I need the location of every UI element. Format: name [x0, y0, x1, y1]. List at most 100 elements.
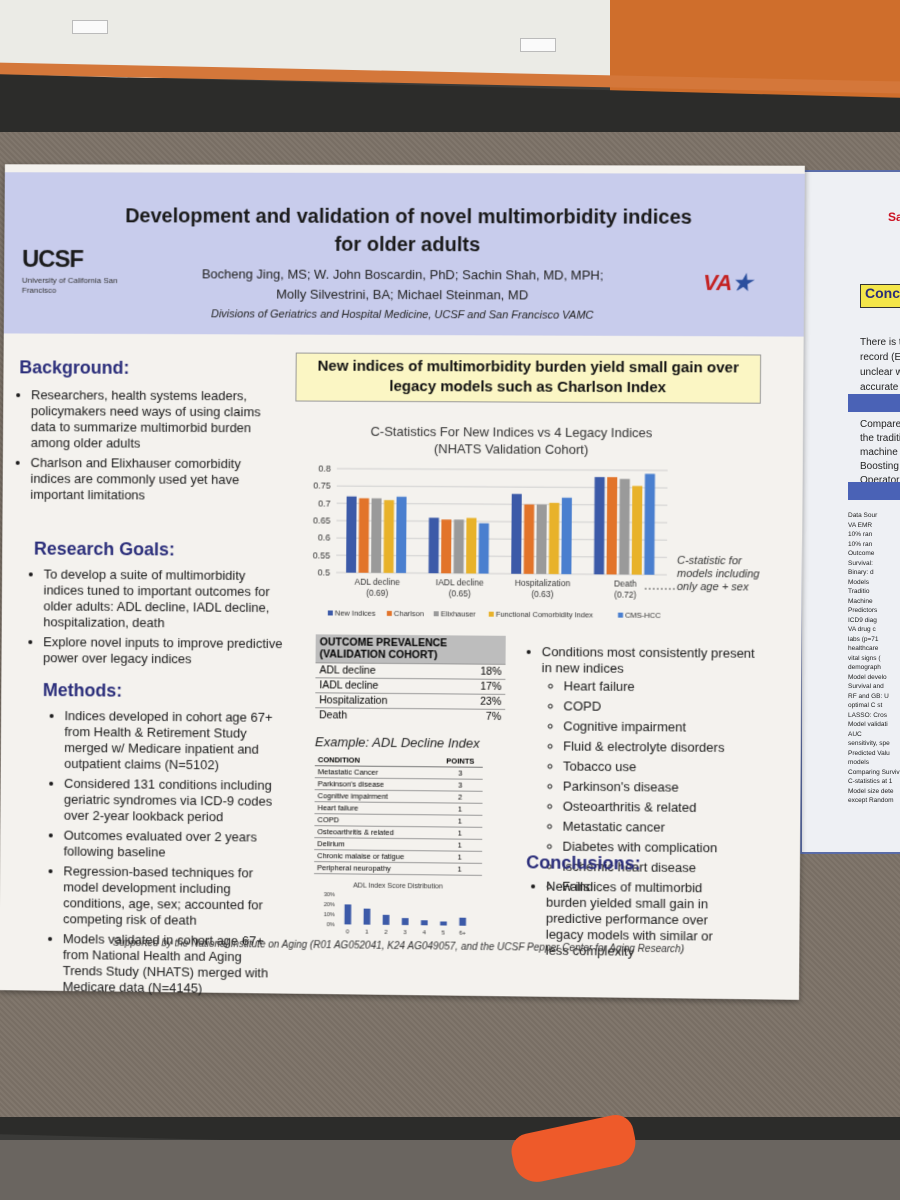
adl-index-table: CONDITION POINTS Metastatic Cancer 3 Parki… — [314, 754, 483, 876]
right-poster-small-line: Predicted Valu — [848, 749, 890, 757]
legend-swatch — [328, 611, 334, 617]
bar-elixhauser — [371, 498, 382, 574]
ceiling-light — [72, 20, 108, 34]
bar-charlson — [440, 519, 452, 573]
right-poster-small-line: 10% ran — [848, 540, 873, 548]
prevalence-label: ADL decline — [315, 662, 454, 679]
background-list: Researchers, health systems leaders, pol… — [8, 387, 275, 508]
right-poster-small-line: Data Sour — [848, 512, 878, 519]
methods-list: Indices developed in cohort age 67+ from… — [41, 708, 282, 1002]
legend-label: CMS-HCC — [625, 611, 661, 620]
y-tick-label: 0.7 — [318, 498, 331, 508]
y-tick-label: 0.5 — [318, 567, 331, 577]
condition-item: COPD — [563, 698, 764, 716]
bar-functional-comorbidity-index — [548, 502, 560, 575]
bar-new-indices — [510, 493, 521, 573]
va-logo-text: VA — [703, 269, 733, 296]
gridline — [337, 469, 668, 471]
bar-new-indices — [346, 496, 357, 574]
poster: UCSF University of California San Franci… — [0, 164, 805, 1000]
legend-swatch — [488, 610, 494, 616]
poster-title: Development and validation of novel mult… — [125, 205, 692, 257]
chart-title-main: C-Statistics For New Indices vs 4 Legacy… — [370, 423, 653, 441]
prevalence-row: Death 7% — [315, 707, 506, 724]
authors-line-1: Bocheng Jing, MS; W. John Boscardin, PhD… — [201, 266, 604, 283]
condition-item: Metastatic cancer — [563, 819, 764, 837]
prevalence-value: 7% — [452, 708, 506, 724]
hist-y-tick: 20% — [324, 902, 335, 908]
right-poster-small-line: Machine — [848, 597, 873, 605]
chart-note: C-statistic for models including only ag… — [676, 554, 760, 594]
right-poster-small-line: RF and GB: U — [848, 692, 889, 700]
hist-x-tick: 0 — [346, 929, 350, 935]
hist-bar — [420, 920, 428, 926]
bar-charlson — [358, 498, 370, 574]
x-tick-note: (0.69) — [366, 588, 388, 598]
right-poster-logo: San — [888, 210, 900, 224]
y-tick-label: 0.6 — [318, 533, 331, 543]
prevalence-header: OUTCOME PREVALENCE (VALIDATION COHORT) — [315, 634, 506, 665]
right-poster-small-line: Models — [848, 578, 869, 586]
hist-x-tick: 6+ — [459, 931, 466, 937]
ucsf-logo: UCSF — [21, 245, 83, 273]
right-poster-small-line: Outcome — [848, 550, 875, 557]
right-poster-small-line: LASSO: Cros — [848, 711, 888, 719]
right-poster-small-line: Model size dete — [848, 787, 894, 795]
hist-bar — [363, 909, 371, 926]
ceiling-light — [520, 38, 556, 52]
bar-new-indices — [428, 517, 439, 573]
y-tick-label: 0.75 — [313, 481, 331, 491]
poster-header: UCSF University of California San Franci… — [3, 172, 805, 337]
right-poster-small-line: sensitivity, spe — [848, 740, 890, 747]
right-poster-bar — [848, 394, 900, 412]
hist-x-tick: 4 — [422, 930, 426, 936]
points-cell: 3 — [437, 778, 483, 792]
right-poster-line: machine le — [860, 447, 900, 458]
bar-charlson — [522, 503, 534, 573]
hist-x-tick: 2 — [384, 930, 388, 936]
prevalence-header-2: (VALIDATION COHORT) — [319, 648, 438, 662]
hist-x-tick: 1 — [365, 930, 369, 936]
condition-item: Osteoarthritis & related — [563, 799, 764, 817]
va-logo: VA★ — [703, 270, 752, 296]
outcome-prevalence-table: OUTCOME PREVALENCE (VALIDATION COHORT) A… — [315, 634, 506, 724]
y-tick-label: 0.65 — [313, 515, 331, 525]
points-cell: 3 — [437, 766, 483, 780]
method-item: Regression-based techniques for model de… — [63, 863, 280, 929]
prevalence-row: Hospitalization 23% — [315, 692, 506, 710]
x-tick-note: (0.72) — [614, 589, 637, 599]
points-cell: 1 — [437, 838, 483, 852]
condition-item: Tobacco use — [563, 759, 764, 777]
condition-item: Cognitive impairment — [563, 718, 764, 736]
right-poster-small-line: VA EMR — [848, 521, 873, 529]
right-poster-small-line: labs (p=71 — [848, 635, 879, 643]
goals-list: To develop a suite of multimorbidity ind… — [21, 566, 284, 672]
right-poster-small-line: Comparing Surviv — [848, 768, 900, 776]
prevalence-value: 23% — [452, 693, 506, 710]
points-cell: 1 — [437, 802, 483, 816]
right-poster-small-line: Predictors — [848, 607, 878, 614]
va-logo-mark: ★ — [732, 270, 753, 296]
authors-line-2: Molly Silvestrini, BA; Michael Steinman,… — [276, 286, 529, 303]
right-poster-small-line: Survival: — [848, 559, 873, 567]
right-poster-line: unclear w — [860, 367, 900, 378]
x-tick-label: Death — [614, 578, 637, 588]
conditions-intro: Conditions most consistently present in … — [542, 644, 766, 678]
y-tick-label: 0.8 — [318, 464, 331, 474]
prevalence-row: ADL decline 18% — [315, 662, 506, 680]
hist-y-tick: 10% — [324, 912, 335, 918]
example-title: Example: ADL Decline Index — [314, 734, 480, 751]
bar-cms-hcc — [561, 497, 572, 575]
hist-bar — [382, 915, 390, 926]
points-cell: 1 — [437, 862, 483, 876]
x-tick-note: (0.63) — [531, 589, 554, 599]
hist-x-tick: 5 — [442, 930, 446, 936]
goals-heading: Research Goals: — [33, 538, 176, 560]
method-item: Outcomes evaluated over 2 years followin… — [64, 828, 281, 862]
legend-swatch — [618, 612, 624, 618]
background-item: Researchers, health systems leaders, pol… — [31, 387, 276, 452]
right-poster-small-line: Binary: d — [848, 569, 874, 576]
right-poster-small-line: VA drug c — [848, 626, 876, 633]
legend-label: Functional Comorbidity Index — [496, 610, 594, 620]
right-poster-small-line: models — [848, 759, 869, 766]
